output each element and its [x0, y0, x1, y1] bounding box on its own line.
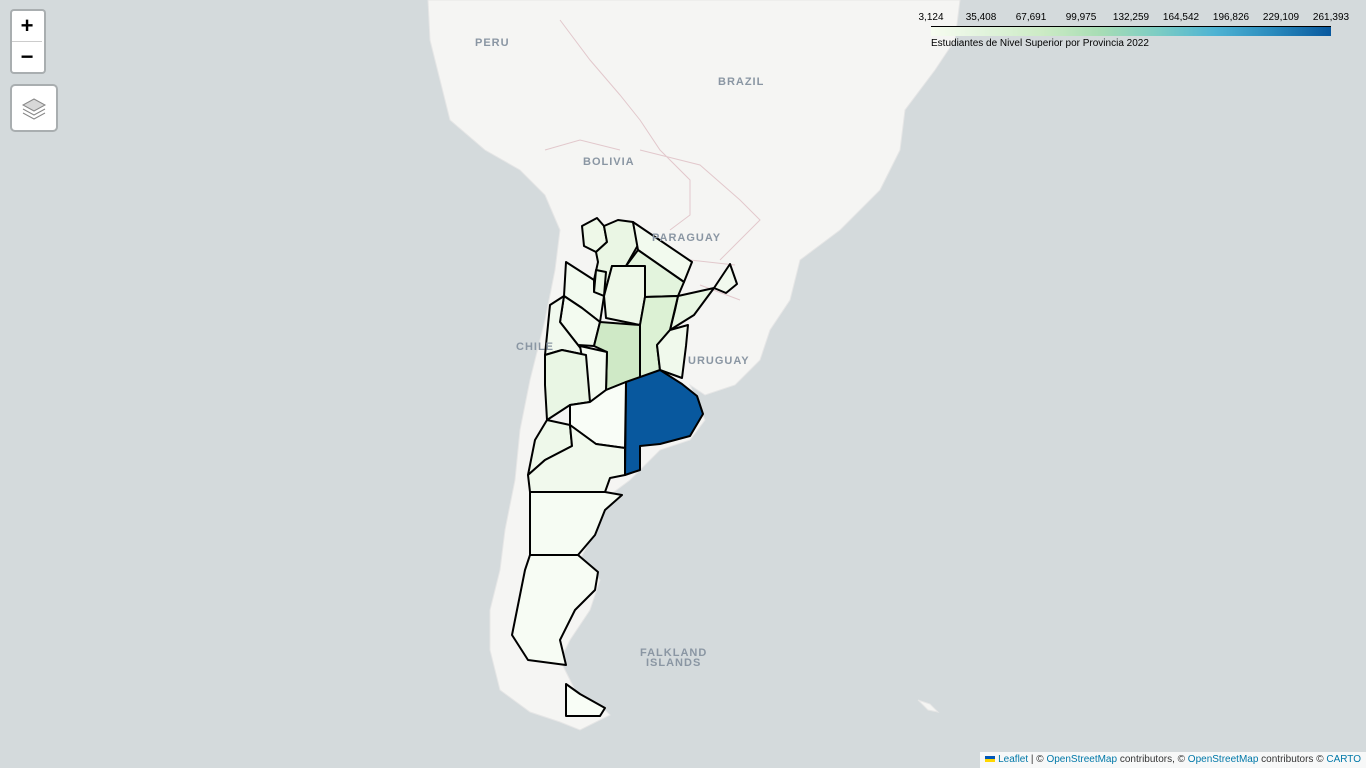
osm-link-1[interactable]: OpenStreetMap: [1046, 754, 1118, 765]
argentina-provinces[interactable]: [511, 217, 738, 717]
carto-link[interactable]: CARTO: [1326, 754, 1361, 765]
zoom-in-button[interactable]: +: [12, 11, 42, 42]
legend-color-bar: [931, 26, 1331, 36]
color-legend: 3,124 35,408 67,691 99,975 132,259 164,5…: [918, 12, 1349, 52]
label-chile: CHILE: [516, 341, 554, 353]
layers-icon: [21, 98, 47, 120]
osm-link-2[interactable]: OpenStreetMap: [1187, 754, 1259, 765]
leaflet-flag-icon: [985, 756, 996, 763]
label-bolivia: BOLIVIA: [583, 156, 635, 168]
legend-tick: 132,259: [1112, 12, 1150, 23]
province-santiago[interactable]: [603, 265, 646, 326]
attribution-contrib-2: contributors ©: [1258, 754, 1327, 765]
label-uruguay: URUGUAY: [688, 355, 750, 367]
zoom-out-button[interactable]: −: [20, 44, 34, 69]
province-tierra-del-fuego[interactable]: [565, 683, 606, 717]
attribution: Leaflet | © OpenStreetMap contributors, …: [980, 752, 1366, 768]
legend-caption: Estudiantes de Nivel Superior por Provin…: [931, 38, 1149, 49]
legend-tick: 229,109: [1262, 12, 1300, 23]
legend-tick: 99,975: [1065, 12, 1097, 23]
layers-control-button[interactable]: [10, 84, 58, 132]
leaflet-link[interactable]: Leaflet: [998, 754, 1029, 765]
label-brazil: BRAZIL: [718, 76, 764, 88]
falkland-islands: [917, 699, 940, 713]
label-paraguay: PARAGUAY: [652, 232, 721, 244]
zoom-control: + −: [10, 9, 46, 74]
label-peru: PERU: [475, 37, 510, 49]
label-islands: ISLANDS: [646, 657, 701, 669]
legend-tick: 261,393: [1312, 12, 1350, 23]
legend-tick: 196,826: [1212, 12, 1250, 23]
legend-tick: 3,124: [918, 12, 944, 23]
legend-ticks: 3,124 35,408 67,691 99,975 132,259 164,5…: [918, 12, 1349, 26]
country-borders: [544, 19, 761, 301]
attribution-sep: | ©: [1028, 754, 1047, 765]
country-labels: PERU BRAZIL BOLIVIA PARAGUAY CHILE URUGU…: [475, 37, 764, 669]
legend-tick: 67,691: [1015, 12, 1047, 23]
province-buenos-aires[interactable]: [624, 369, 704, 476]
province-entre-rios[interactable]: [656, 324, 689, 379]
legend-tick: 164,542: [1162, 12, 1200, 23]
attribution-contrib-1: contributors, ©: [1117, 754, 1188, 765]
label-falkland: FALKLAND: [640, 647, 707, 659]
legend-tick: 35,408: [965, 12, 997, 23]
province-misiones[interactable]: [713, 263, 738, 294]
province-santa-cruz[interactable]: [511, 554, 599, 666]
